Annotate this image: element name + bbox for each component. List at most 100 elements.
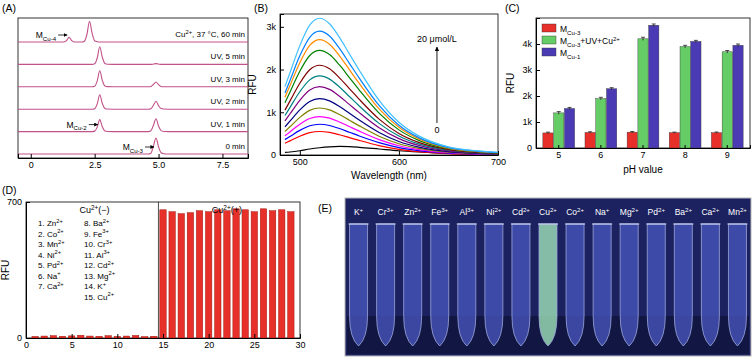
bar [114, 336, 120, 338]
tick: 700 [491, 151, 506, 167]
annotation: 20 μmol/L [417, 34, 457, 44]
tube [593, 224, 611, 346]
y-axis-title: RFU [505, 73, 516, 94]
text-run: RFU [505, 73, 516, 94]
bar [32, 336, 38, 338]
tube-rim [430, 223, 450, 224]
error-cap [599, 97, 603, 98]
tick-mark [280, 112, 284, 113]
tick: 5 [70, 334, 75, 350]
text-run: 5. Pd [38, 261, 57, 270]
bar [680, 47, 690, 148]
tube-label: Ca2+ [701, 206, 719, 217]
panel-title: (D) [2, 184, 17, 196]
tube [377, 224, 395, 346]
text-run: 3+ [106, 239, 113, 245]
trace-label: UV, 3 min [211, 75, 245, 84]
trace-label: UV, 1 min [211, 120, 245, 129]
tube-label: Cr3+ [378, 206, 394, 217]
text-run: M [36, 30, 43, 40]
tube [350, 224, 368, 346]
tick: 15 [158, 334, 168, 350]
panel: (C)5678901k2k3k4kpH valueRFUMCu-3MCu-3+U… [505, 2, 751, 175]
y-axis-title: RFU [247, 74, 258, 95]
tube-label: Cd2+ [512, 206, 530, 217]
text-run: M [560, 36, 567, 46]
tick-mark [72, 334, 73, 338]
text-run: 2+ [658, 206, 665, 213]
y-axis: 01k2k3k4k [522, 19, 540, 154]
tick: 3k [266, 22, 284, 32]
tick-mark [300, 151, 301, 155]
tick-label: 4k [522, 39, 532, 49]
tube-label: Ba2+ [675, 206, 693, 217]
error-cap [610, 87, 614, 88]
bar [543, 133, 553, 148]
plot-frame [536, 18, 750, 148]
text-run: 4. Ni [38, 251, 55, 260]
bar [691, 41, 701, 148]
annotation-arrow [58, 35, 67, 36]
tick: 2k [522, 91, 540, 101]
trace [18, 119, 248, 132]
tick-mark [300, 334, 301, 338]
tick-mark [558, 145, 559, 148]
tick-label: 700 [7, 197, 22, 207]
tick: 700 [7, 197, 30, 207]
x-axis: 02.55.07.5 [19, 154, 249, 170]
tick-mark [209, 334, 210, 338]
x-axis: 051015202530 [24, 334, 306, 350]
bar [733, 45, 743, 148]
text-run: Ba [675, 207, 686, 217]
text-run: Ni [486, 207, 494, 217]
text-run: 13. Mg [84, 272, 108, 281]
tube [647, 224, 665, 346]
text-run: 3+ [441, 206, 448, 213]
legend-label: MCu-3+UV+Cu2+ [560, 35, 620, 48]
annotation-arrow [89, 124, 98, 125]
line [285, 40, 498, 153]
text-run: Co [566, 207, 577, 217]
plot-area [543, 24, 743, 148]
axis-line [27, 334, 301, 339]
plot-area [285, 18, 498, 154]
tick-mark [536, 44, 540, 45]
tick: 8 [683, 145, 688, 160]
trace-label: 0 min [225, 142, 245, 151]
bar [142, 337, 148, 338]
text-run: Pd [648, 207, 659, 217]
tick-mark [399, 151, 400, 155]
tube [458, 224, 476, 346]
text-run: Wavelength (nm) [351, 170, 427, 181]
text-run: Ca [701, 207, 712, 217]
annotation: MCu-2 [66, 120, 87, 132]
text-run: (−) [98, 205, 109, 215]
bar [160, 210, 166, 338]
tube-rim [538, 223, 558, 224]
tube-rim [511, 223, 531, 224]
trace [18, 21, 248, 42]
panel: (E)K+Cr3+Zn2+Fe3+Al3+Ni2+Cd2+Cu2+Co2+Na+… [318, 198, 751, 356]
plot-frame [18, 18, 248, 158]
bar [224, 211, 230, 338]
bar [205, 212, 211, 338]
bar [123, 336, 129, 338]
text-run: 2. Co [38, 230, 58, 239]
tick: 7.5 [217, 154, 230, 170]
bar [596, 99, 606, 148]
error-cap [568, 107, 572, 108]
tick-label: 7 [640, 150, 645, 160]
tick: 0 [271, 150, 284, 160]
tick-label: 0 [24, 340, 29, 350]
tube-label: Al3+ [460, 206, 475, 217]
text-run: 3+ [103, 249, 110, 255]
tube-rim [619, 223, 639, 224]
panel-title: (E) [318, 202, 332, 214]
error-cap [630, 131, 634, 132]
bar [564, 108, 574, 148]
text-run: 6. Na [38, 272, 58, 281]
tick-mark [95, 154, 96, 158]
group-separator [158, 202, 159, 338]
text-run: pH value [623, 164, 663, 175]
tick-label: 8 [683, 150, 688, 160]
